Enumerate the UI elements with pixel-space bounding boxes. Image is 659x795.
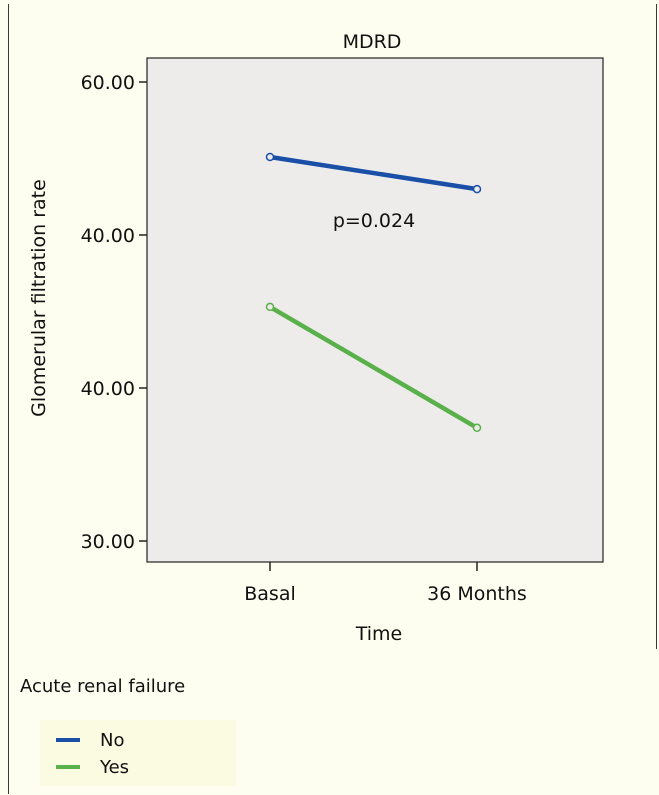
legend-title: Acute renal failure <box>20 676 186 697</box>
series-group <box>265 152 482 433</box>
legend-box <box>40 720 236 786</box>
legend-label: No <box>100 729 125 751</box>
data-point-yes <box>265 302 275 312</box>
y-tick-label: 60.00 <box>81 72 135 94</box>
figure-frame-right-edge <box>656 4 657 649</box>
legend-swatch <box>56 765 80 769</box>
x-axis-label: Time <box>355 623 403 645</box>
y-tick-label: 40.00 <box>81 225 135 247</box>
data-point-no <box>265 152 275 162</box>
y-tick-label: 30.00 <box>81 531 135 553</box>
series-line-yes <box>268 304 479 430</box>
series-line-no <box>269 154 478 192</box>
x-axis: Basal 36 Months <box>244 562 527 605</box>
p-value-annotation: p=0.024 <box>333 210 415 232</box>
x-tick-label: Basal <box>244 583 296 605</box>
legend-label: Yes <box>100 756 130 778</box>
line-chart: MDRD 30.00 40.00 40.00 60.00 Basal 36 Months… <box>28 31 604 645</box>
x-tick-label: 36 Months <box>427 583 527 605</box>
legend-swatch <box>56 738 80 742</box>
plot-area <box>146 57 604 563</box>
y-tick-label: 40.00 <box>81 378 135 400</box>
legend-item-yes: Yes <box>56 755 129 779</box>
legend-item-no: No <box>56 728 124 752</box>
y-axis-label: Glomerular filtration rate <box>28 179 50 417</box>
data-point-yes <box>472 423 482 433</box>
data-point-no <box>472 184 482 194</box>
figure-frame <box>8 4 658 794</box>
y-axis: 30.00 40.00 40.00 60.00 <box>81 72 147 553</box>
chart-title: MDRD <box>343 31 402 53</box>
